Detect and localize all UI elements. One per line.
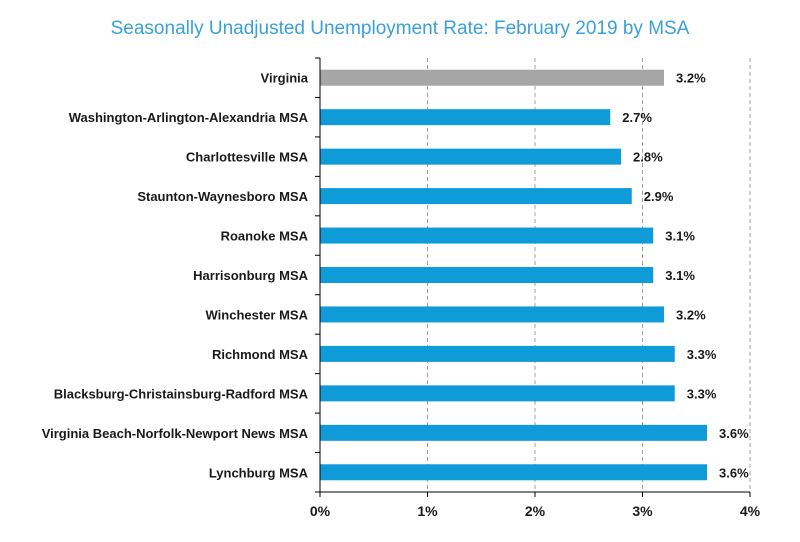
category-label: Charlottesville MSA [186,150,309,165]
category-label: Winchester MSA [206,307,309,322]
bar [320,306,664,323]
value-labels: 3.2% 2.7% 2.8% 2.9% 3.1% 3.1% 3.2% 3.3% 3.3% 3.6%… [622,71,749,481]
bar [320,69,664,86]
category-label: Richmond MSA [212,347,309,362]
category-label: Lynchburg MSA [209,465,309,480]
data-label: 2.9% [644,189,674,204]
category-label: Washington-Arlington-Alexandria MSA [69,110,309,125]
category-labels: Virginia Washington-Arlington-Alexandria … [42,71,309,481]
category-label: Harrisonburg MSA [193,268,308,283]
data-label: 3.3% [687,386,717,401]
axes [315,57,751,497]
data-label: 3.2% [676,307,706,322]
x-tick-label: 4% [740,503,761,519]
category-label: Roanoke MSA [221,229,309,244]
data-label: 2.7% [622,110,652,125]
x-tick-labels: 0% 1% 2% 3% 4% [310,503,761,519]
bar [320,227,654,244]
bars [320,69,707,481]
data-label: 3.3% [687,347,717,362]
bar [320,345,675,362]
category-label: Virginia Beach-Norfolk-Newport News MSA [42,426,309,441]
category-label: Staunton-Waynesboro MSA [137,189,308,204]
bar [320,109,611,126]
data-label: 3.1% [665,268,695,283]
data-label: 3.6% [719,426,749,441]
bar [320,188,632,205]
x-tick-label: 1% [417,503,438,519]
bar [320,148,621,165]
data-label: 3.1% [665,229,695,244]
data-label: 3.2% [676,71,706,86]
data-label: 3.6% [719,465,749,480]
category-label: Blacksburg-Christainsburg-Radford MSA [54,386,309,401]
chart-title: Seasonally Unadjusted Unemployment Rate:… [110,18,690,39]
x-tick-label: 3% [632,503,653,519]
bar [320,267,654,283]
category-label: Virginia [261,71,309,86]
bar [320,464,707,481]
bar [320,385,675,402]
bar [320,424,707,441]
x-tick-label: 2% [525,503,546,519]
data-label: 2.8% [633,150,663,165]
x-tick-label: 0% [310,503,331,519]
